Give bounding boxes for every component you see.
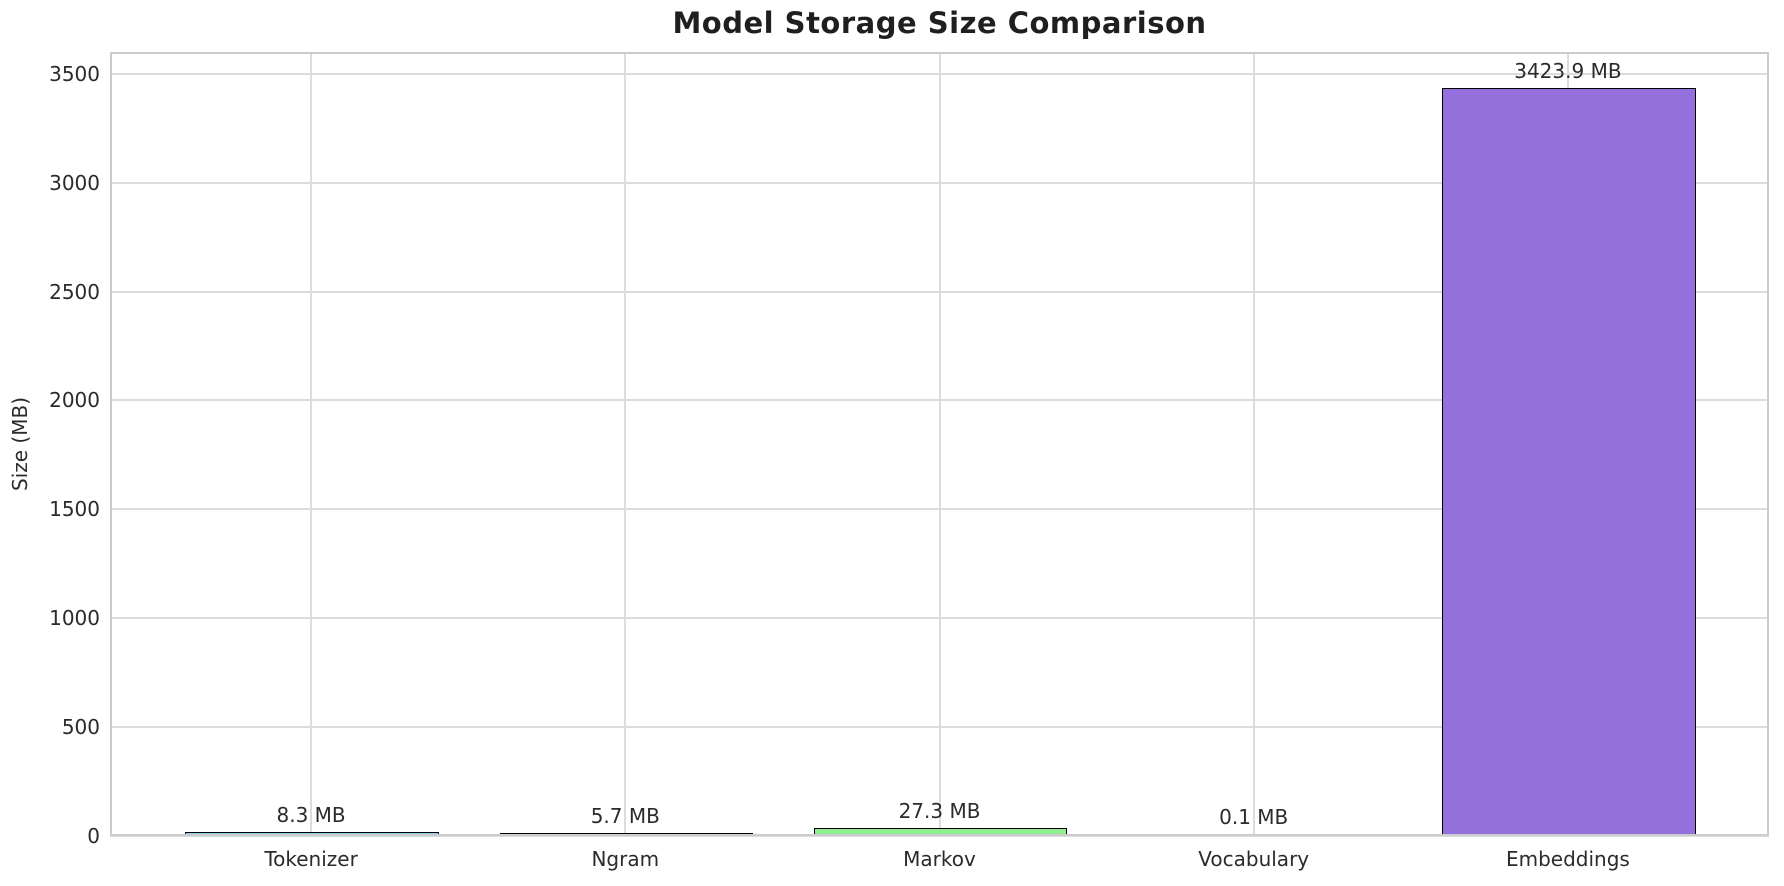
x-tick-label-vocabulary: Vocabulary: [1198, 847, 1310, 871]
plot-area: 8.3 MB 5.7 MB 27.3 MB 0.1 MB 3423.9 MB: [110, 52, 1769, 837]
vertical-gridline: [938, 52, 941, 836]
y-tick-label: 3000: [49, 170, 100, 195]
vertical-gridline: [624, 52, 627, 836]
x-tick-label-embeddings: Embeddings: [1505, 847, 1630, 871]
bar-embeddings: [1442, 88, 1696, 836]
bar-value-label: 3423.9 MB: [1514, 59, 1622, 84]
bar-value-label: 27.3 MB: [898, 799, 981, 824]
top-spine: [110, 52, 1769, 54]
x-tick-label-markov: Markov: [903, 847, 976, 871]
right-spine: [1767, 52, 1769, 836]
y-tick-label: 1000: [49, 606, 100, 631]
x-tick-label-tokenizer: Tokenizer: [264, 847, 358, 871]
vertical-gridline: [1252, 52, 1255, 836]
bar-value-label: 0.1 MB: [1219, 804, 1289, 829]
x-tick-label-ngram: Ngram: [591, 847, 660, 871]
y-tick-label: 0: [87, 824, 100, 848]
bar-value-label: 5.7 MB: [590, 803, 660, 828]
horizontal-gridline: [110, 835, 1769, 837]
y-tick-label: 1500: [49, 497, 100, 522]
bottom-spine: [110, 834, 1769, 836]
vertical-gridline: [310, 52, 313, 836]
bar-value-label: 8.3 MB: [276, 803, 346, 828]
y-tick-label: 500: [61, 715, 100, 740]
y-tick-label: 3500: [49, 61, 100, 86]
chart-title: Model Storage Size Comparison: [672, 6, 1207, 40]
y-tick-label: 2000: [49, 388, 100, 413]
y-tick-label: 2500: [49, 279, 100, 304]
left-spine: [110, 52, 112, 836]
